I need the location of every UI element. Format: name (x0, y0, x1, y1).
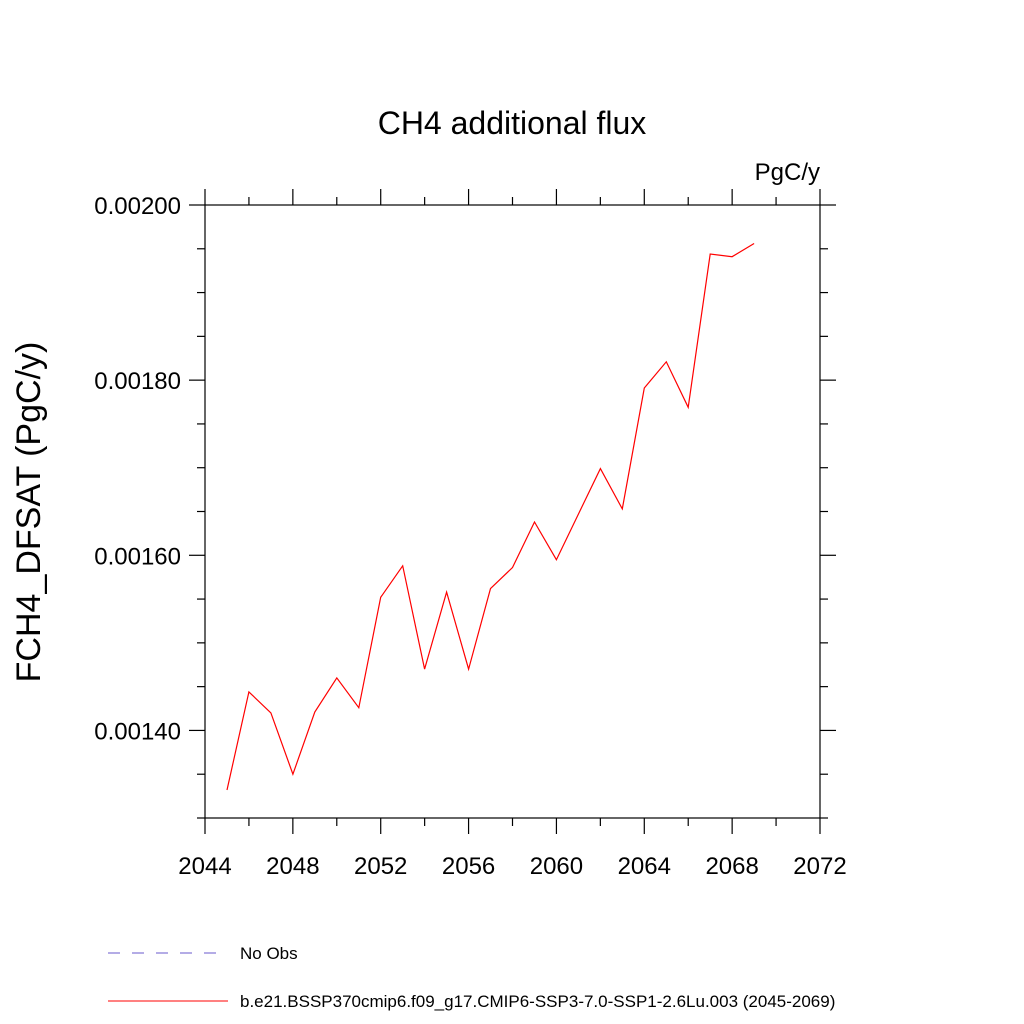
y-tick-label: 0.00200 (94, 193, 181, 220)
y-axis-ticks: 0.00140 0.00160 0.00180 0.00200 (94, 193, 836, 819)
units-label: PgC/y (755, 159, 820, 186)
chart-title: CH4 additional flux (378, 105, 647, 141)
legend: No Obs b.e21.BSSP370cmip6.f09_g17.CMIP6-… (108, 944, 835, 1011)
x-tick-label: 2068 (705, 853, 758, 880)
plot-frame (204, 204, 821, 819)
legend-label-no-obs: No Obs (240, 944, 298, 963)
y-axis-label: FCH4_DFSAT (PgC/y) (10, 342, 48, 683)
y-tick-label: 0.00140 (94, 718, 181, 745)
legend-label-run: b.e21.BSSP370cmip6.f09_g17.CMIP6-SSP3-7.… (240, 992, 835, 1011)
x-tick-label: 2044 (178, 853, 231, 880)
series-layer (226, 242, 755, 791)
x-tick-label: 2048 (266, 853, 319, 880)
x-tick-label: 2056 (442, 853, 495, 880)
series-line-0 (226, 242, 755, 791)
x-tick-label: 2052 (354, 853, 407, 880)
y-tick-label: 0.00180 (94, 368, 181, 395)
y-tick-label: 0.00160 (94, 543, 181, 570)
x-tick-label: 2060 (530, 853, 583, 880)
x-tick-label: 2072 (793, 853, 846, 880)
x-tick-label: 2064 (618, 853, 671, 880)
x-axis-ticks: 2044 2048 2052 2056 2060 2064 2068 2072 (178, 189, 847, 880)
